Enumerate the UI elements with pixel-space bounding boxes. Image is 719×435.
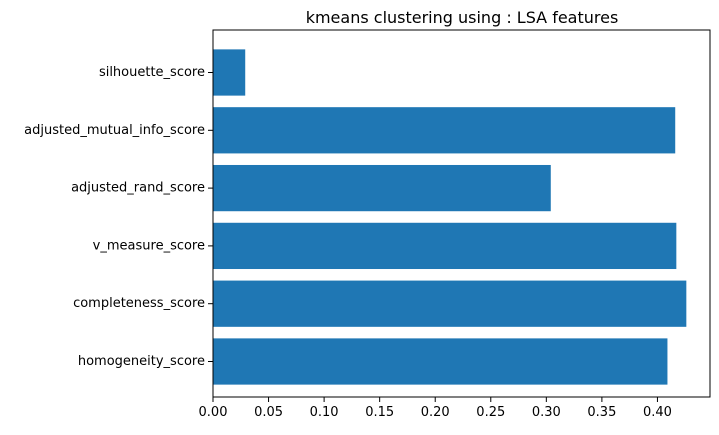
x-tick-label: 0.00 xyxy=(199,405,228,420)
x-tick-label: 0.25 xyxy=(476,405,505,420)
bar-silhouette-score xyxy=(213,49,246,96)
y-tick-label: v_measure_score xyxy=(93,238,205,253)
x-tick-label: 0.05 xyxy=(254,405,283,420)
y-tick-label: homogeneity_score xyxy=(78,354,205,369)
y-tick-label: adjusted_mutual_info_score xyxy=(24,123,205,138)
y-tick-label: silhouette_score xyxy=(99,65,205,80)
x-tick-label: 0.15 xyxy=(365,405,394,420)
y-tick-label: completeness_score xyxy=(73,296,205,311)
chart-title: kmeans clustering using : LSA features xyxy=(306,8,619,27)
x-tick-label: 0.40 xyxy=(643,405,672,420)
x-tick-label: 0.35 xyxy=(587,405,616,420)
bar-completeness-score xyxy=(213,280,687,327)
bar-adjusted-mutual-info-score xyxy=(213,107,676,154)
x-axis-ticks: 0.00 0.05 0.10 0.15 0.20 0.25 0.30 0.35 0.40 xyxy=(199,397,672,420)
bars-group xyxy=(213,49,687,385)
x-tick-label: 0.30 xyxy=(532,405,561,420)
y-tick-label: adjusted_rand_score xyxy=(71,181,205,196)
y-axis-ticks: homogeneity_score completeness_score v_mea… xyxy=(24,65,213,369)
x-tick-label: 0.10 xyxy=(310,405,339,420)
x-tick-label: 0.20 xyxy=(421,405,450,420)
bar-adjusted-rand-score xyxy=(213,164,551,212)
bar-v-measure-score xyxy=(213,222,677,270)
bar-homogeneity-score xyxy=(213,338,668,385)
plot-frame xyxy=(212,29,711,398)
